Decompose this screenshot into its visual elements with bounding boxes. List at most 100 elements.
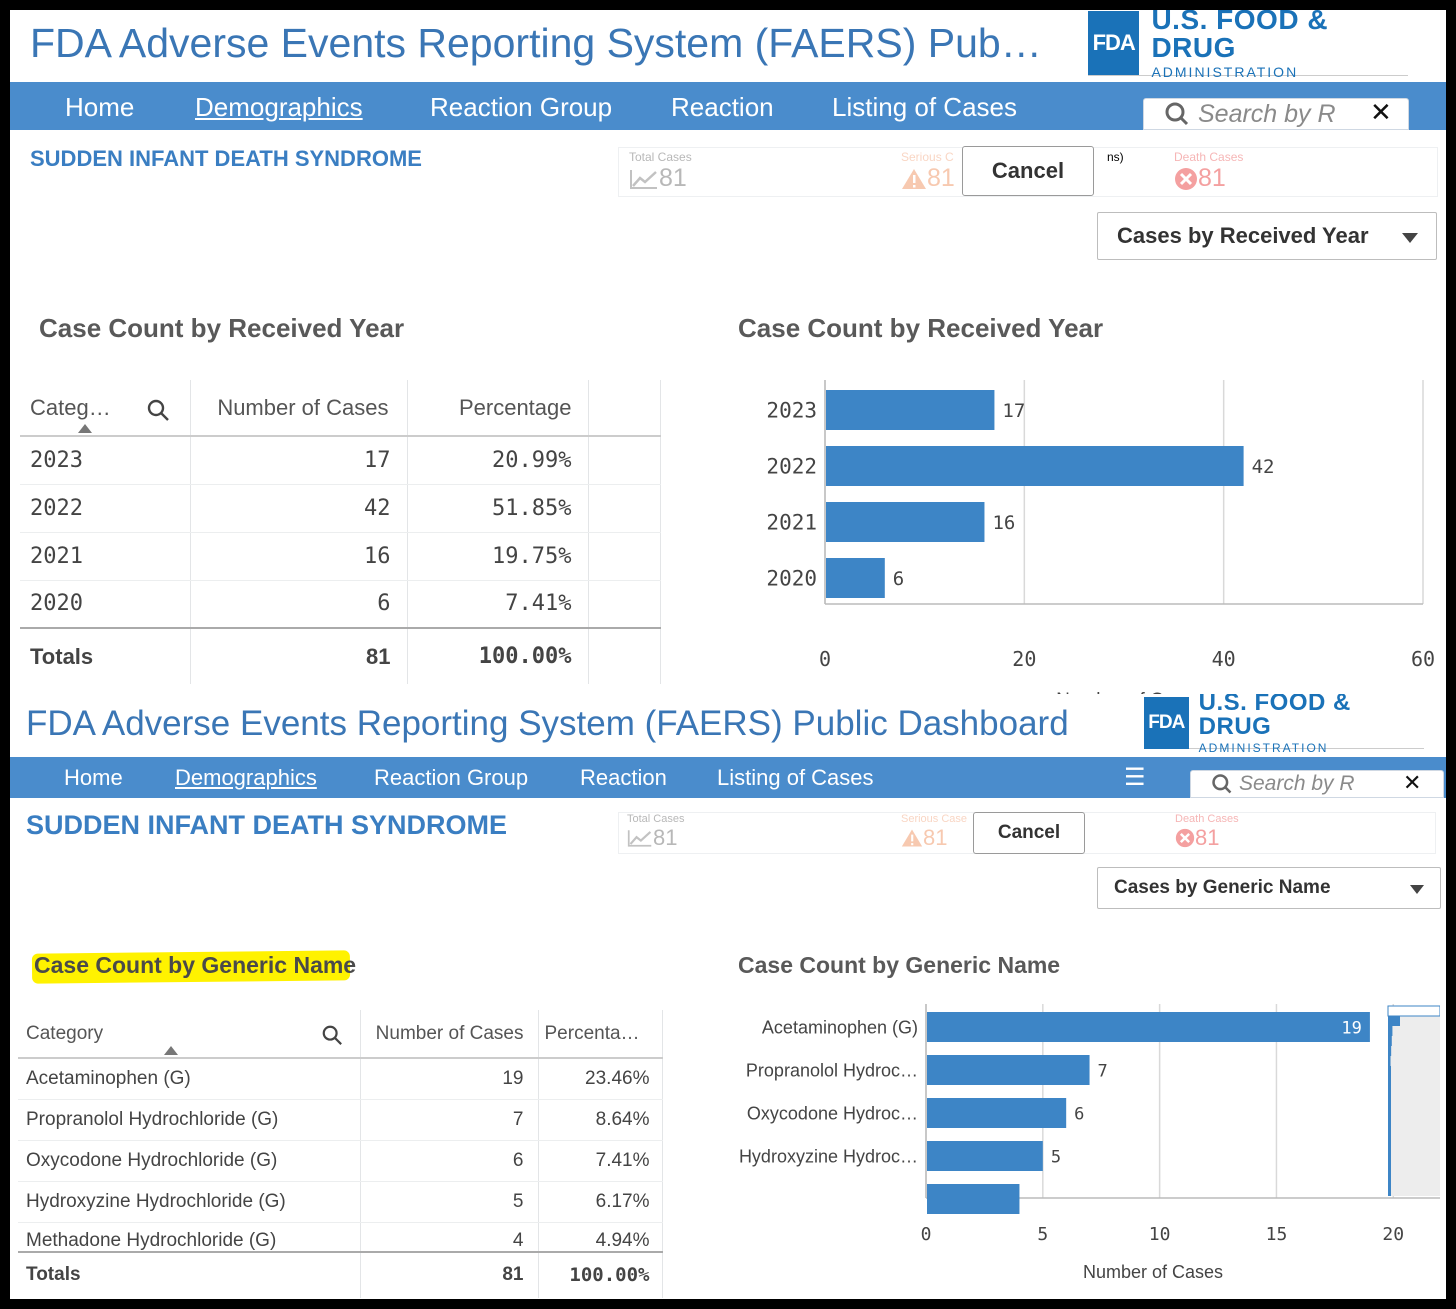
nav-listing-of-cases[interactable]: Listing of Cases: [717, 765, 874, 790]
kpi-total-label: Total Cases: [627, 813, 685, 825]
nav-reaction-group[interactable]: Reaction Group: [430, 92, 613, 122]
search-icon[interactable]: [321, 1024, 343, 1046]
bar-value-label: 42: [1252, 456, 1275, 478]
table-cell-category: Hydroxyzine Hydrochloride (G): [18, 1181, 361, 1223]
kpi-serious-label: Serious Case: [901, 813, 968, 825]
fda-logo-line1: U.S. FOOD & DRUG: [1151, 10, 1329, 63]
kpi-death-cases: Death Cases 81: [1174, 150, 1243, 193]
totals-percentage: 100.00%: [407, 627, 589, 684]
nav-bar: Home Demographics Reaction Group Reactio…: [10, 82, 1446, 130]
table-row[interactable]: 2020 6 7.41%: [20, 580, 661, 629]
table-row[interactable]: Hydroxyzine Hydrochloride (G) 5 6.17%: [18, 1181, 663, 1223]
kpi-serious-tail: ns): [1107, 150, 1124, 164]
table-cell-category: 2023: [20, 436, 191, 485]
kpi-death-label: Death Cases: [1174, 150, 1244, 164]
table-row[interactable]: Methadone Hydrochloride (G) 4 4.94%: [18, 1222, 663, 1252]
nav-reaction[interactable]: Reaction: [671, 92, 774, 122]
chart-scroll-minimap: [1388, 1006, 1440, 1196]
table-cell-cases: 17: [190, 436, 408, 485]
x-tick-label: 20: [1012, 647, 1036, 671]
cancel-button[interactable]: Cancel: [962, 146, 1094, 196]
totals-row: Totals 81 100.00%: [20, 627, 661, 684]
totals-cases: 81: [360, 1250, 539, 1298]
table-cell-cases: 4: [360, 1222, 539, 1252]
dashboard-panel-received-year: FDA Adverse Events Reporting System (FAE…: [10, 10, 1446, 694]
fda-logo: FDA U.S. FOOD & DRUG ADMINISTRATION: [1088, 10, 1408, 79]
table-row[interactable]: Oxycodone Hydrochloride (G) 6 7.41%: [18, 1140, 663, 1182]
table-cell-percentage: 7.41%: [407, 580, 589, 629]
y-category-label: Acetaminophen (G): [762, 1017, 918, 1037]
kpi-death-value: 81: [1198, 164, 1226, 192]
column-header-number-of-cases[interactable]: Number of Cases: [360, 1010, 539, 1059]
cancel-button[interactable]: Cancel: [973, 812, 1085, 854]
chart-selector-dropdown[interactable]: Cases by Generic Name: [1097, 867, 1441, 909]
table-cell-percentage: 7.41%: [538, 1140, 663, 1182]
nav-demographics[interactable]: Demographics: [175, 765, 317, 790]
table-cell-cases: 5: [360, 1181, 539, 1223]
nav-bar: Home Demographics Reaction Group Reactio…: [10, 757, 1446, 798]
table-title: Case Count by Received Year: [39, 313, 405, 343]
search-icon[interactable]: [146, 398, 170, 422]
x-tick-label: 0: [819, 647, 831, 671]
table-cell-cases: 6: [360, 1140, 539, 1182]
chevron-down-icon: [1410, 885, 1424, 894]
kpi-total-value: 81: [659, 164, 687, 192]
column-header-percentage[interactable]: Percentage: [407, 380, 589, 437]
table-row[interactable]: Acetaminophen (G) 19 23.46%: [18, 1058, 663, 1100]
warning-icon: [902, 168, 926, 189]
table-cell-percentage: 23.46%: [538, 1058, 663, 1100]
table-cell-percentage: 6.17%: [538, 1181, 663, 1223]
search-icon: [1212, 774, 1232, 794]
bar: [826, 390, 995, 430]
nav-home[interactable]: Home: [65, 92, 135, 122]
bar: [826, 446, 1244, 486]
minimap-bar: [1388, 1046, 1392, 1056]
totals-label: Totals: [20, 627, 191, 684]
column-header-percentage[interactable]: Percenta…: [538, 1010, 663, 1059]
kpi-death-value: 81: [1195, 825, 1220, 850]
close-icon[interactable]: ✕: [1370, 97, 1392, 127]
totals-percentage: 100.00%: [538, 1250, 663, 1298]
bar-value-label: 6: [893, 568, 904, 590]
table-cell-category: Acetaminophen (G): [18, 1058, 361, 1100]
sort-asc-icon[interactable]: [164, 1046, 178, 1055]
table-cell-category: Oxycodone Hydrochloride (G): [18, 1140, 361, 1182]
table-cell-percentage: 19.75%: [407, 532, 589, 581]
column-header-number-of-cases[interactable]: Number of Cases: [190, 380, 408, 437]
table-cell-category: Propranolol Hydrochloride (G): [18, 1099, 361, 1141]
table-cell-category: 2020: [20, 580, 191, 629]
column-header-category[interactable]: Categ…: [20, 380, 191, 437]
search-box[interactable]: ✕: [1143, 97, 1409, 130]
table-cell-cases: 19: [360, 1058, 539, 1100]
kpi-total-cases: Total Cases 81: [627, 813, 684, 851]
death-icon: [1175, 828, 1195, 848]
chart-selector-dropdown[interactable]: Cases by Received Year: [1097, 212, 1437, 260]
nav-reaction[interactable]: Reaction: [580, 765, 667, 790]
x-tick-label: 5: [1037, 1224, 1048, 1245]
search-input[interactable]: [1239, 772, 1379, 796]
nav-reaction-group[interactable]: Reaction Group: [374, 765, 529, 790]
y-category-label: 2022: [766, 454, 817, 478]
table-cell-cases: 7: [360, 1099, 539, 1141]
table-row[interactable]: 2023 17 20.99%: [20, 436, 661, 485]
y-category-label: Oxycodone Hydroc…: [747, 1103, 918, 1123]
table-row[interactable]: Propranolol Hydrochloride (G) 7 8.64%: [18, 1099, 663, 1141]
search-box[interactable]: ✕: [1190, 770, 1444, 798]
nav-home[interactable]: Home: [64, 765, 123, 790]
table-cell-percentage: 8.64%: [538, 1099, 663, 1141]
y-category-label: Propranolol Hydroc…: [746, 1060, 918, 1080]
close-icon[interactable]: ✕: [1403, 770, 1422, 795]
minimap-bar: [1388, 1016, 1400, 1026]
table-row[interactable]: 2022 42 51.85%: [20, 484, 661, 533]
nav-demographics[interactable]: Demographics: [195, 92, 363, 122]
sort-asc-icon[interactable]: [78, 424, 92, 433]
hamburger-icon[interactable]: ☰: [1124, 764, 1146, 791]
y-category-label: 2020: [766, 566, 817, 590]
chevron-down-icon: [1402, 233, 1418, 243]
nav-listing-of-cases[interactable]: Listing of Cases: [832, 92, 1017, 122]
search-input[interactable]: [1198, 99, 1348, 129]
table-row[interactable]: 2021 16 19.75%: [20, 532, 661, 581]
y-category-label: Hydroxyzine Hydroc…: [740, 1146, 918, 1166]
kpi-serious-label: Serious C: [901, 150, 954, 164]
column-header-category[interactable]: Category: [18, 1010, 361, 1059]
